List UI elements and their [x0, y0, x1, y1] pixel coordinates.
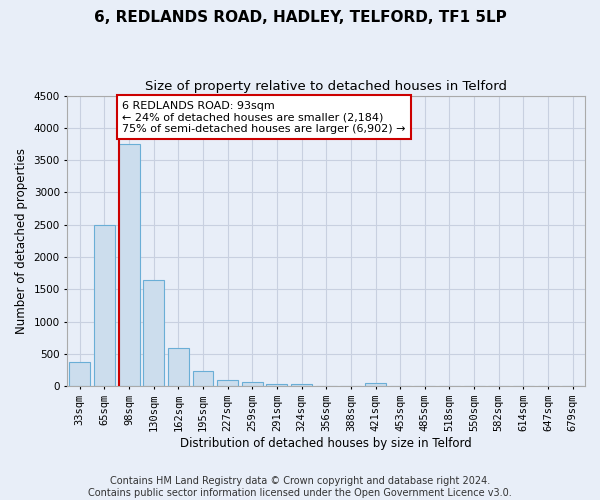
Text: 6, REDLANDS ROAD, HADLEY, TELFORD, TF1 5LP: 6, REDLANDS ROAD, HADLEY, TELFORD, TF1 5…: [94, 10, 506, 25]
Bar: [266, 384, 287, 386]
Bar: [365, 383, 386, 386]
Bar: [242, 382, 263, 386]
Bar: [291, 384, 312, 386]
Bar: [143, 280, 164, 386]
X-axis label: Distribution of detached houses by size in Telford: Distribution of detached houses by size …: [181, 437, 472, 450]
Bar: [94, 225, 115, 386]
Bar: [217, 380, 238, 386]
Text: Contains HM Land Registry data © Crown copyright and database right 2024.
Contai: Contains HM Land Registry data © Crown c…: [88, 476, 512, 498]
Bar: [168, 348, 189, 387]
Text: 6 REDLANDS ROAD: 93sqm
← 24% of detached houses are smaller (2,184)
75% of semi-: 6 REDLANDS ROAD: 93sqm ← 24% of detached…: [122, 100, 406, 134]
Bar: [119, 144, 140, 386]
Bar: [69, 362, 90, 386]
Bar: [193, 372, 214, 386]
Title: Size of property relative to detached houses in Telford: Size of property relative to detached ho…: [145, 80, 507, 93]
Y-axis label: Number of detached properties: Number of detached properties: [15, 148, 28, 334]
